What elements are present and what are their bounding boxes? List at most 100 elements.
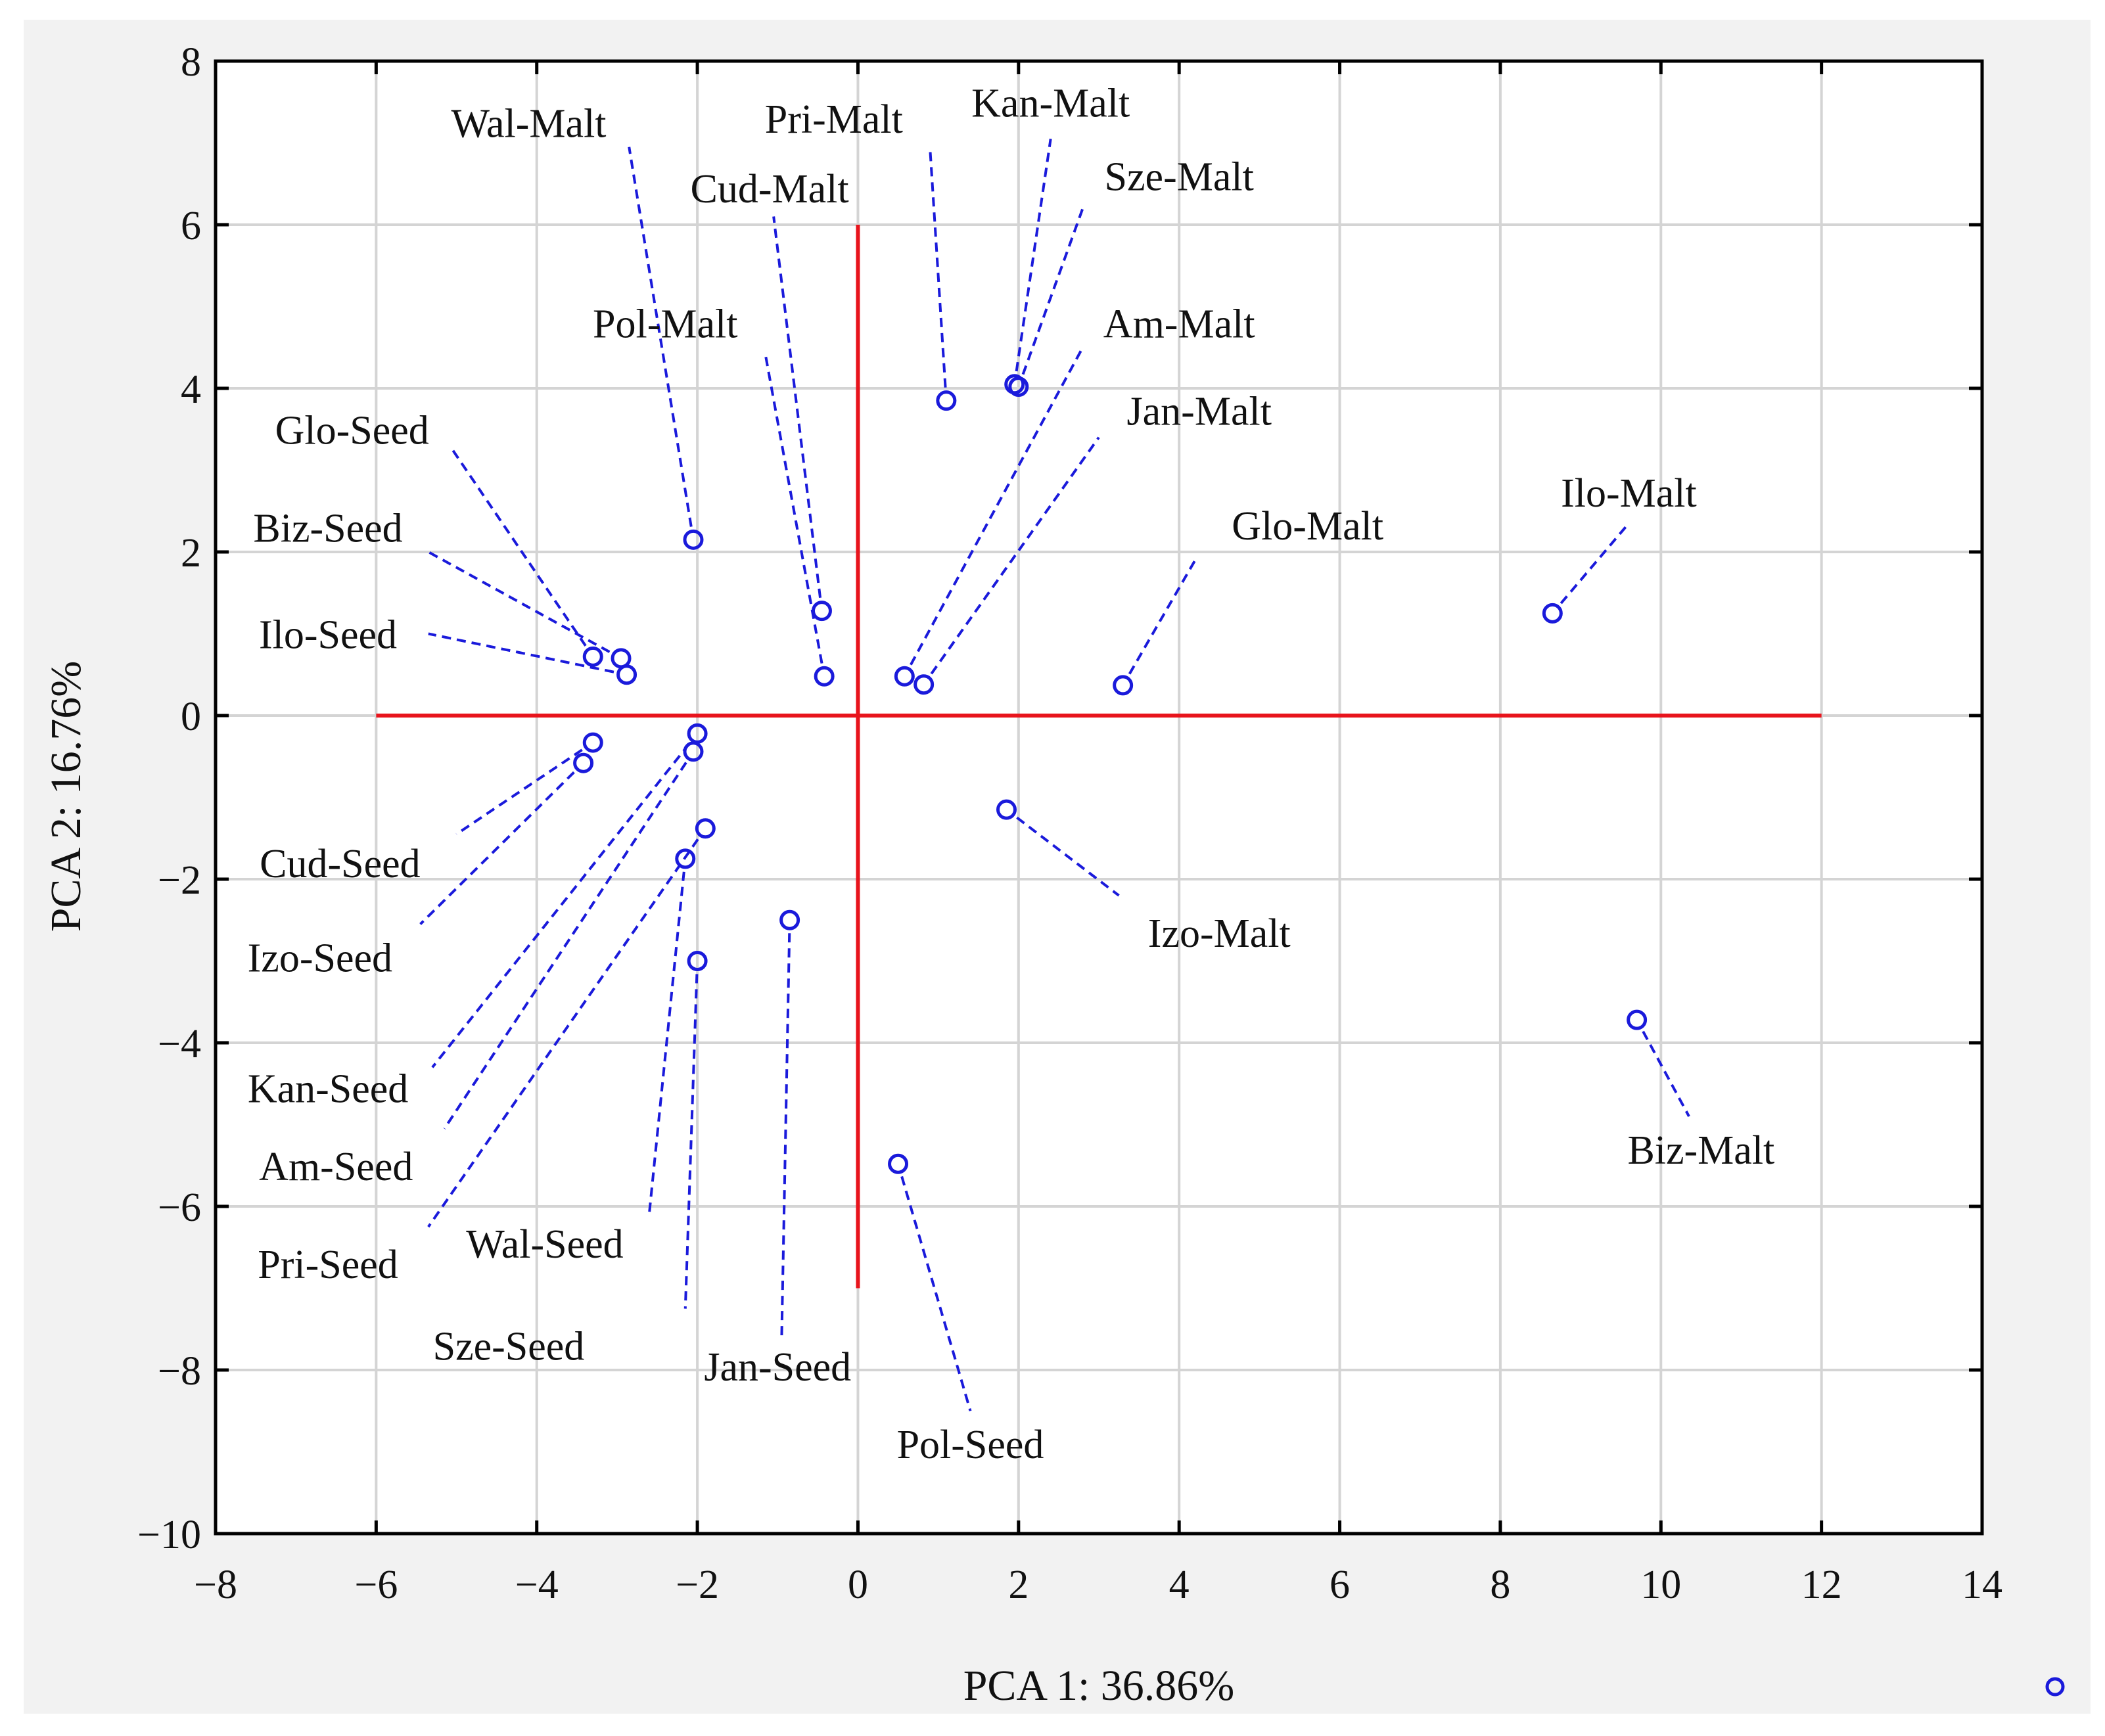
label-am-malt: Am-Malt [1103, 302, 1255, 346]
point-cud-seed [582, 732, 603, 753]
leader-am-seed [443, 762, 687, 1130]
point-am-malt [894, 666, 915, 687]
label-sze-seed: Sze-Seed [433, 1325, 585, 1369]
label-jan-seed: Jan-Seed [704, 1345, 851, 1390]
label-biz-seed: Biz-Seed [253, 507, 402, 551]
leader-kan-seed [431, 742, 691, 1068]
x-tick-label: −2 [676, 1563, 719, 1607]
point-glo-seed [582, 646, 603, 667]
point-labels: Wal-Malt Pri-Malt Kan-Malt Sze-Malt Cud-Malt… [248, 81, 1775, 1467]
leader-cud-malt [772, 216, 822, 599]
grid-layer [216, 61, 1982, 1534]
label-pri-malt: Pri-Malt [765, 97, 903, 142]
plot-frame [214, 59, 1984, 1536]
label-izo-seed: Izo-Seed [248, 936, 392, 980]
leader-izo-seed [419, 771, 575, 925]
y-tick-label: 0 [181, 695, 201, 739]
label-ilo-malt: Ilo-Malt [1561, 471, 1697, 516]
leader-pri-malt [929, 150, 947, 388]
y-tick-label: −2 [158, 858, 201, 903]
plot-area [216, 61, 1982, 1534]
leader-ilo-seed [428, 632, 614, 674]
label-am-seed: Am-Seed [259, 1145, 413, 1189]
leader-glo-malt [1128, 559, 1197, 675]
axis-ticks: −8 −6 −4 −2 0 2 4 6 8 10 12 14 −10 −8 −6 −4 −2 0 2 4 6 8 [137, 40, 2002, 1607]
x-tick-label: 10 [1640, 1563, 1681, 1607]
x-tick-label: −4 [515, 1563, 559, 1607]
leader-cud-seed [455, 748, 583, 836]
point-ilo-seed [616, 664, 637, 685]
point-kan-seed [687, 723, 708, 744]
point-wal-seed [675, 848, 696, 869]
leader-wal-malt [628, 147, 693, 527]
point-glo-malt [1113, 675, 1134, 696]
point-ilo-malt [1542, 603, 1563, 624]
point-pol-seed [888, 1153, 909, 1174]
x-axis-title: PCA 1: 36.86% [963, 1662, 1235, 1710]
y-tick-label: −4 [158, 1022, 201, 1066]
y-axis-title: PCA 2: 16.76% [42, 661, 90, 932]
y-tick-label: −6 [158, 1185, 201, 1230]
label-kan-malt: Kan-Malt [971, 81, 1130, 126]
leader-wal-seed [647, 871, 685, 1215]
leader-glo-seed [451, 449, 587, 647]
x-tick-label: 14 [1962, 1563, 2002, 1607]
leader-kan-malt [1015, 138, 1052, 372]
leader-pol-seed [900, 1176, 972, 1411]
leader-izo-malt [1016, 816, 1120, 897]
point-am-seed [683, 741, 704, 762]
label-ilo-seed: Ilo-Seed [259, 613, 397, 658]
label-pol-malt: Pol-Malt [593, 302, 737, 346]
label-cud-malt: Cud-Malt [690, 167, 848, 212]
y-tick-label: −8 [158, 1349, 201, 1394]
y-tick-label: −10 [137, 1513, 201, 1557]
label-wal-malt: Wal-Malt [451, 101, 606, 146]
label-pol-seed: Pol-Seed [897, 1423, 1044, 1467]
label-wal-seed: Wal-Seed [466, 1222, 623, 1267]
label-pri-seed: Pri-Seed [258, 1243, 398, 1287]
label-biz-malt: Biz-Malt [1627, 1128, 1774, 1173]
legend-marker [2045, 1677, 2065, 1697]
label-sze-malt: Sze-Malt [1105, 154, 1254, 199]
x-tick-label: 12 [1801, 1563, 1842, 1607]
point-jan-seed [779, 909, 800, 930]
leader-biz-seed [427, 551, 611, 653]
point-jan-malt [914, 674, 935, 695]
y-tick-label: 6 [181, 204, 201, 248]
leader-biz-malt [1642, 1030, 1690, 1118]
x-tick-label: 0 [848, 1563, 868, 1607]
x-tick-label: 6 [1330, 1563, 1350, 1607]
label-cud-seed: Cud-Seed [260, 842, 421, 886]
leader-sze-seed [683, 974, 699, 1309]
point-biz-malt [1627, 1009, 1648, 1030]
data-points [573, 374, 1648, 1174]
x-tick-label: 2 [1008, 1563, 1029, 1607]
reference-lines [376, 225, 1822, 1289]
point-pri-malt [936, 390, 957, 411]
leader-lines [419, 138, 1690, 1411]
leader-ilo-malt [1560, 522, 1630, 605]
point-pri-seed [695, 818, 716, 839]
point-pol-malt [814, 666, 835, 687]
x-tick-label: 8 [1490, 1563, 1510, 1607]
label-izo-malt: Izo-Malt [1148, 911, 1291, 956]
point-cud-malt [811, 601, 832, 622]
y-tick-label: 8 [181, 40, 201, 85]
label-glo-seed: Glo-Seed [275, 408, 429, 453]
leader-jan-seed [780, 933, 791, 1338]
legend [2045, 1677, 2065, 1697]
point-izo-seed [573, 752, 594, 773]
y-tick-label: 2 [181, 531, 201, 576]
point-izo-malt [996, 799, 1017, 820]
label-glo-malt: Glo-Malt [1232, 504, 1383, 549]
leader-jan-malt [930, 436, 1100, 675]
leader-pri-seed [427, 838, 699, 1228]
point-wal-malt [683, 529, 704, 550]
x-tick-label: −6 [354, 1563, 398, 1607]
x-tick-label: 4 [1169, 1563, 1190, 1607]
y-tick-label: 4 [181, 367, 201, 412]
point-sze-seed [687, 951, 708, 971]
point-sze-malt [1008, 377, 1029, 398]
